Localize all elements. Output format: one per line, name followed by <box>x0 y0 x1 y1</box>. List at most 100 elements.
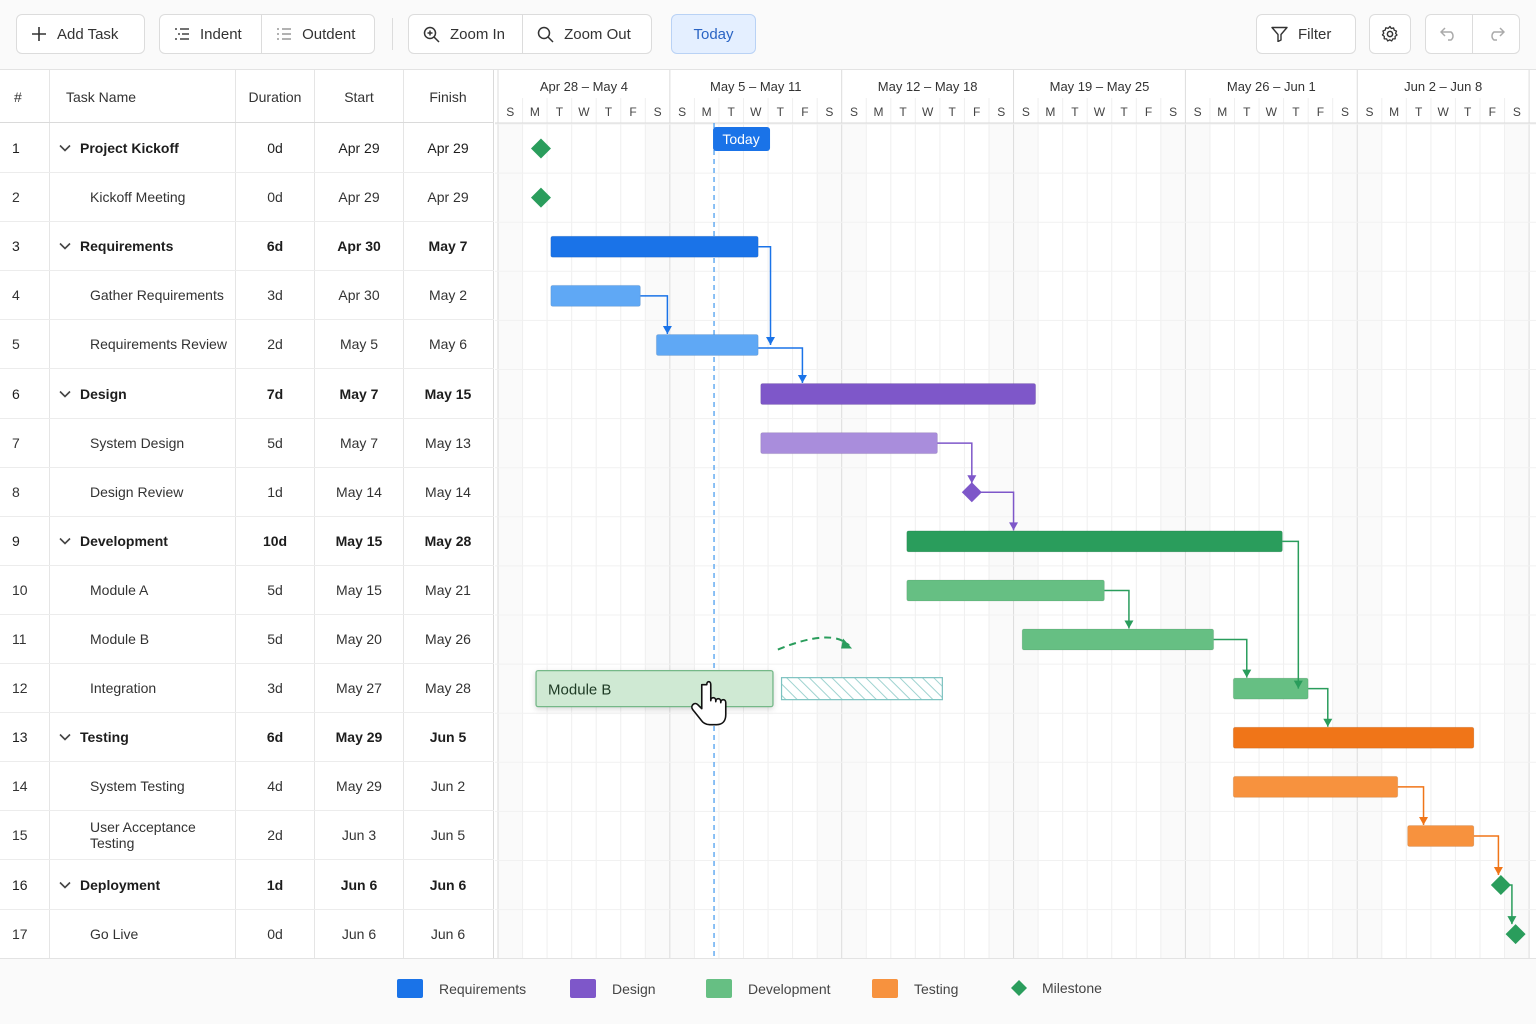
task-duration[interactable]: 1d <box>267 483 283 500</box>
outdent-button[interactable]: Outdent <box>261 15 374 53</box>
task-name-cell[interactable]: Module B <box>50 615 234 663</box>
task-start[interactable]: May 14 <box>336 483 382 500</box>
task-finish[interactable]: May 15 <box>424 385 472 402</box>
kickoff-milestone-diamond[interactable] <box>530 138 551 159</box>
header-start[interactable]: Start <box>344 88 374 105</box>
task-name-cell[interactable]: Integration <box>50 664 234 712</box>
table-row[interactable]: 3 Requirements 6d Apr 30 May 7 <box>0 222 494 272</box>
task-start[interactable]: Jun 6 <box>341 925 377 942</box>
chevron-down-icon[interactable] <box>50 534 80 548</box>
task-start[interactable]: Jun 6 <box>340 876 378 893</box>
task-start[interactable]: Jun 3 <box>341 827 377 844</box>
task-finish[interactable]: May 26 <box>425 631 471 647</box>
task-start[interactable]: May 20 <box>336 631 382 647</box>
header-task-name[interactable]: Task Name <box>66 88 137 105</box>
table-row[interactable]: 8 Design Review 1d May 14 May 14 <box>0 468 494 517</box>
task-duration[interactable]: 2d <box>267 336 283 353</box>
zoom-in-button[interactable]: Zoom In <box>409 15 522 53</box>
task-start[interactable]: May 5 <box>339 336 379 353</box>
zoom-out-button[interactable]: Zoom Out <box>522 15 651 53</box>
go-live-milestone-diamond[interactable] <box>1505 924 1526 945</box>
task-name-cell[interactable]: Go Live <box>50 910 234 958</box>
add-task-button[interactable]: Add Task <box>16 14 145 54</box>
kickoff-meeting-milestone-diamond[interactable] <box>530 187 551 208</box>
task-start[interactable]: May 27 <box>336 680 382 697</box>
task-duration[interactable]: 7d <box>266 385 284 402</box>
task-duration[interactable]: 1d <box>266 876 284 893</box>
table-row[interactable]: 6 Design 7d May 7 May 15 <box>0 370 494 419</box>
task-name-cell[interactable]: Kickoff Meeting <box>50 173 234 221</box>
chevron-down-icon[interactable] <box>50 141 80 155</box>
task-name-cell[interactable]: Project Kickoff <box>50 124 234 172</box>
testing-summary-bar[interactable] <box>1232 726 1475 749</box>
task-duration[interactable]: 3d <box>267 680 283 697</box>
settings-button[interactable] <box>1369 14 1411 54</box>
table-row[interactable]: 4 Gather Requirements 3d Apr 30 May 2 <box>0 271 494 321</box>
deployment-milestone-diamond[interactable] <box>1490 875 1511 896</box>
requirements-summary-bar[interactable] <box>550 235 759 258</box>
task-start[interactable]: May 15 <box>336 581 382 598</box>
undo-button[interactable] <box>1426 15 1472 53</box>
indent-button[interactable]: Indent <box>160 15 261 53</box>
development-summary-bar[interactable] <box>906 530 1283 553</box>
task-name-cell[interactable]: Requirements <box>50 222 234 270</box>
task-duration[interactable]: 10d <box>262 532 288 549</box>
task-name-cell[interactable]: Module A <box>50 566 234 614</box>
task-name-cell[interactable]: Deployment <box>50 861 234 909</box>
task-finish[interactable]: May 21 <box>425 581 471 598</box>
task-name-cell[interactable]: Testing <box>50 713 234 761</box>
chevron-down-icon[interactable] <box>50 239 80 253</box>
task-finish[interactable]: May 2 <box>428 287 468 304</box>
task-finish[interactable]: Apr 29 <box>427 189 469 206</box>
task-finish[interactable]: Apr 29 <box>427 140 469 156</box>
table-row[interactable]: 14 System Testing 4d May 29 Jun 2 <box>0 762 494 812</box>
table-row[interactable]: 7 System Design 5d May 7 May 13 <box>0 419 494 468</box>
table-row[interactable]: 9 Development 10d May 15 May 28 <box>0 517 494 566</box>
task-finish[interactable]: Jun 6 <box>430 925 466 942</box>
task-duration[interactable]: 4d <box>267 778 283 795</box>
task-duration[interactable]: 5d <box>267 434 283 451</box>
task-start[interactable]: Apr 30 <box>338 287 380 304</box>
task-duration[interactable]: 5d <box>267 581 283 598</box>
task-duration[interactable]: 0d <box>267 140 283 156</box>
task-start[interactable]: Apr 29 <box>338 140 380 156</box>
task-start[interactable]: May 29 <box>336 778 382 795</box>
table-row[interactable]: 17 Go Live 0d Jun 6 Jun 6 <box>0 910 494 959</box>
header-duration[interactable]: Duration <box>248 88 302 105</box>
system-testing-bar[interactable] <box>1232 775 1399 798</box>
table-row[interactable]: 1 Project Kickoff 0d Apr 29 Apr 29 <box>0 124 494 173</box>
task-finish[interactable]: Jun 6 <box>429 876 467 893</box>
requirements-review-bar[interactable] <box>655 333 759 356</box>
table-row[interactable]: 13 Testing 6d May 29 Jun 5 <box>0 713 494 763</box>
table-row[interactable]: 2 Kickoff Meeting 0d Apr 29 Apr 29 <box>0 173 494 223</box>
task-name-cell[interactable]: Design Review <box>50 468 234 516</box>
task-name-cell[interactable]: Development <box>50 517 234 565</box>
chevron-down-icon[interactable] <box>50 878 80 892</box>
task-finish[interactable]: May 6 <box>428 336 468 353</box>
chevron-down-icon[interactable] <box>50 387 80 401</box>
task-start[interactable]: May 15 <box>335 532 383 549</box>
filter-button[interactable]: Filter <box>1256 14 1356 54</box>
task-duration[interactable]: 0d <box>267 189 283 206</box>
gather-requirements-bar[interactable] <box>550 284 641 307</box>
redo-button[interactable] <box>1472 15 1519 53</box>
task-finish[interactable]: May 7 <box>428 238 468 255</box>
task-name-cell[interactable]: Gather Requirements <box>50 271 234 319</box>
module-b-bar[interactable] <box>1021 628 1215 651</box>
task-duration[interactable]: 0d <box>267 925 283 942</box>
table-row[interactable]: 11 Module B 5d May 20 May 26 <box>0 615 494 664</box>
task-name-cell[interactable]: System Design <box>50 419 234 467</box>
task-start[interactable]: Apr 30 <box>337 238 381 255</box>
design-summary-bar[interactable] <box>760 383 1037 406</box>
task-duration[interactable]: 6d <box>266 729 284 746</box>
header-finish[interactable]: Finish <box>429 88 467 105</box>
task-finish[interactable]: Jun 5 <box>430 827 466 844</box>
header-number[interactable]: # <box>14 88 22 105</box>
task-duration[interactable]: 2d <box>267 827 283 844</box>
task-duration[interactable]: 6d <box>266 238 284 255</box>
task-duration[interactable]: 5d <box>267 631 283 647</box>
table-row[interactable]: 16 Deployment 1d Jun 6 Jun 6 <box>0 861 494 910</box>
system-design-bar[interactable] <box>760 432 938 455</box>
design-review-milestone-diamond[interactable] <box>961 482 982 503</box>
task-start[interactable]: May 29 <box>335 729 383 746</box>
